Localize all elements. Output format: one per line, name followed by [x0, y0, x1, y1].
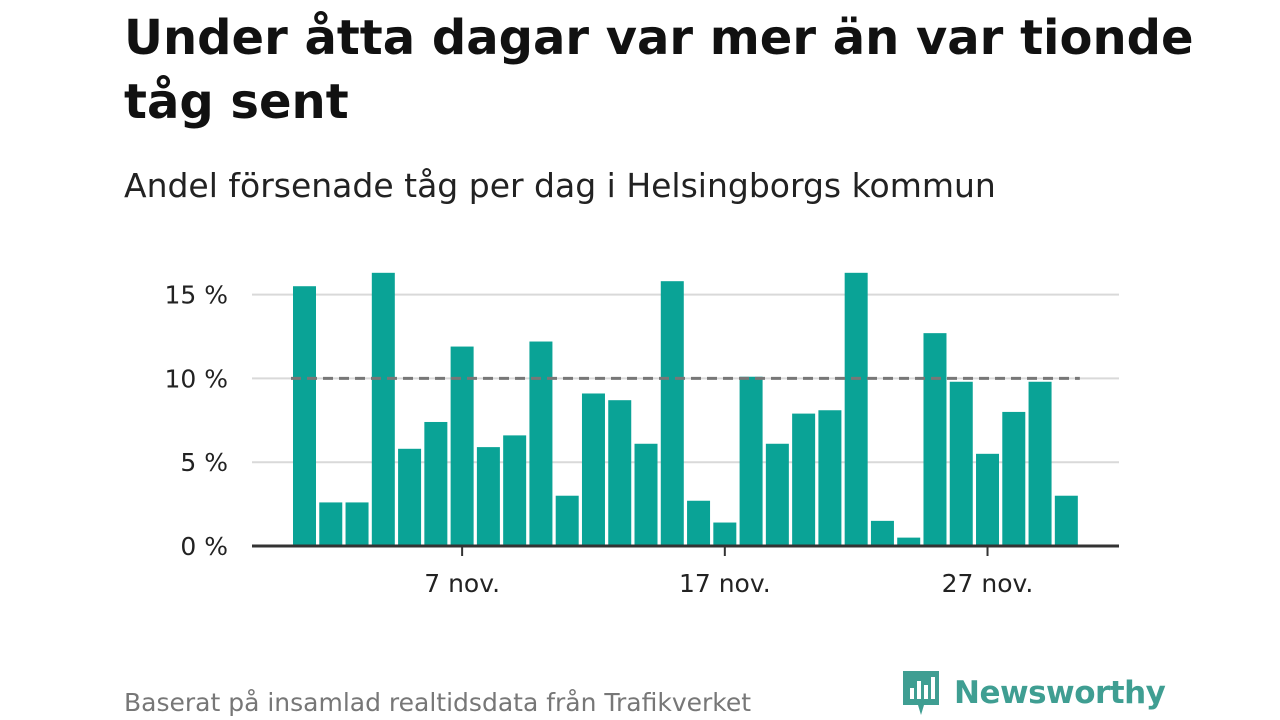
bar — [608, 400, 632, 546]
bar — [503, 435, 527, 546]
chart-subtitle: Andel försenade tåg per dag i Helsingbor… — [124, 166, 996, 205]
bar — [660, 281, 684, 546]
newsworthy-logo-icon — [903, 671, 939, 715]
bar — [818, 410, 842, 546]
bar — [976, 453, 1000, 546]
bar — [1028, 381, 1052, 546]
bar — [634, 443, 658, 546]
bar — [319, 502, 343, 546]
bar — [897, 537, 921, 546]
bar — [687, 500, 711, 546]
x-tick-label: 17 nov. — [679, 569, 771, 598]
bar — [529, 341, 553, 546]
bar — [1002, 411, 1026, 546]
bar — [713, 522, 737, 546]
bar — [949, 381, 973, 546]
bar-chart: 0 % 5 % 10 % 15 % 7 nov. 17 nov. 27 nov. — [164, 272, 1119, 598]
y-tick-label: 15 % — [164, 281, 228, 310]
y-tick-label: 10 % — [164, 364, 228, 393]
bar — [450, 346, 474, 546]
bar — [424, 421, 448, 546]
bar — [870, 520, 894, 546]
bar — [345, 502, 369, 546]
y-tick-label: 5 % — [180, 448, 228, 477]
brand-name: Newsworthy — [954, 675, 1166, 711]
bar — [1054, 495, 1078, 546]
bar — [792, 413, 816, 546]
bar — [476, 447, 500, 546]
bar — [555, 495, 579, 546]
bars — [293, 272, 1078, 546]
y-tick-label: 0 % — [180, 532, 228, 561]
bar — [398, 448, 422, 546]
axes: 0 % 5 % 10 % 15 % 7 nov. 17 nov. 27 nov. — [164, 281, 1119, 598]
bar — [371, 272, 395, 546]
source-note: Baserat på insamlad realtidsdata från Tr… — [124, 688, 752, 717]
x-tick-label: 7 nov. — [424, 569, 500, 598]
brand-logo: Newsworthy — [900, 668, 1166, 718]
chart-title: Under åtta dagar var mer än var tionde t… — [124, 10, 1194, 130]
bar — [581, 393, 605, 546]
bar — [765, 443, 789, 546]
x-tick-label: 27 nov. — [942, 569, 1034, 598]
bar — [293, 286, 316, 546]
bar — [923, 333, 947, 546]
bar — [844, 272, 868, 546]
bar — [739, 376, 763, 546]
